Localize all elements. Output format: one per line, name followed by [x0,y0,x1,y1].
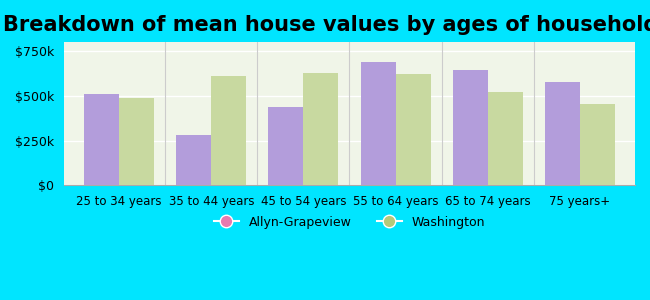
Bar [304,74,339,185]
Bar [211,76,246,185]
Bar [361,62,396,185]
Bar [176,135,211,185]
Bar [268,106,304,185]
Bar [488,92,523,185]
Bar [119,98,154,185]
Bar [84,94,119,185]
Title: Breakdown of mean house values by ages of householders: Breakdown of mean house values by ages o… [3,15,650,35]
Bar [580,104,615,185]
Bar [452,70,488,185]
Bar [396,74,430,185]
Bar [545,82,580,185]
Legend: Allyn-Grapeview, Washington: Allyn-Grapeview, Washington [209,211,490,234]
